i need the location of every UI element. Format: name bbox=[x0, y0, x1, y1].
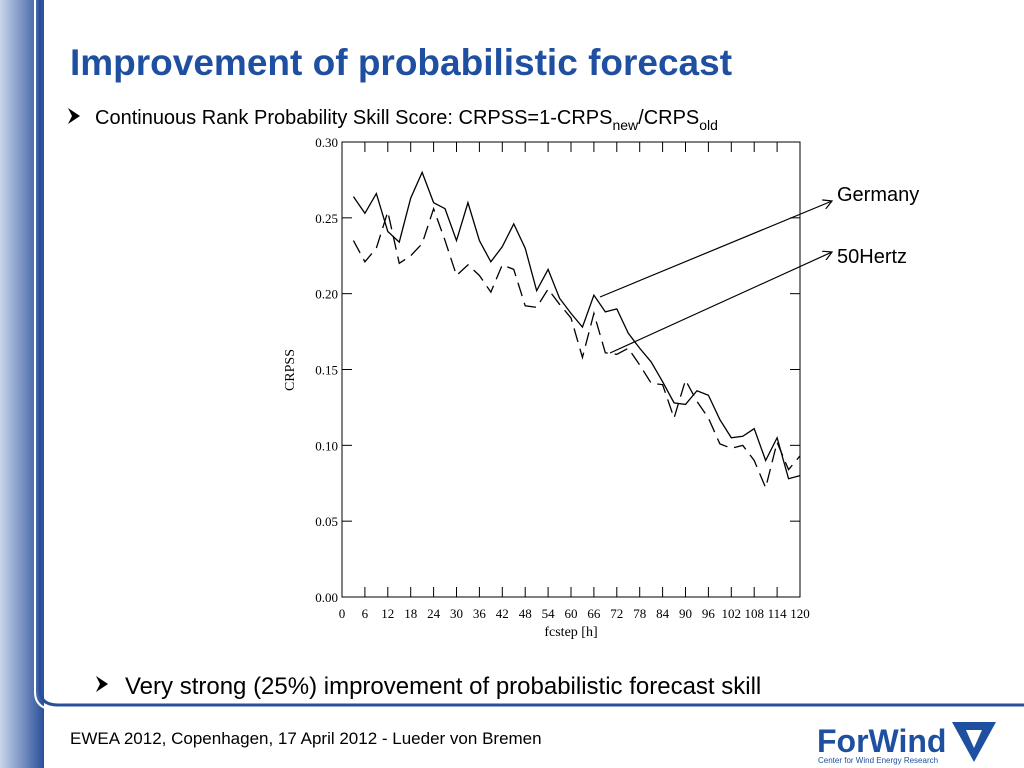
logo-name: ForWind bbox=[817, 723, 946, 759]
plot-frame bbox=[341, 141, 801, 598]
footer: EWEA 2012, Copenhagen, 17 April 2012 - L… bbox=[70, 729, 542, 748]
series-line bbox=[352, 170, 801, 480]
x-tick-label: 96 bbox=[702, 606, 716, 621]
y-tick-label: 0.20 bbox=[315, 287, 338, 302]
y-tick-label: 0.10 bbox=[315, 438, 338, 453]
frame-line bbox=[38, 0, 1024, 707]
y-tick-label: 0.00 bbox=[315, 590, 338, 605]
x-tick-label: 24 bbox=[427, 606, 441, 621]
x-tick-label: 66 bbox=[587, 606, 601, 621]
logo-icon-inner bbox=[966, 730, 982, 748]
x-tick-label: 108 bbox=[744, 606, 764, 621]
bullet-part: Continuous Rank Probability Skill Score:… bbox=[95, 107, 612, 129]
x-axis-label: fcstep [h] bbox=[544, 625, 597, 640]
bullet-part: /CRPS bbox=[638, 107, 699, 129]
y-axis-label: CRPSS bbox=[283, 349, 298, 391]
x-tick-label: 6 bbox=[362, 606, 369, 621]
subscript: old bbox=[699, 117, 718, 133]
x-tick-label: 0 bbox=[339, 606, 346, 621]
x-tick-label: 102 bbox=[722, 606, 742, 621]
x-tick-label: 84 bbox=[656, 606, 670, 621]
x-tick-label: 36 bbox=[473, 606, 487, 621]
x-tick-label: 30 bbox=[450, 606, 463, 621]
bullet-text: Very strong (25%) improvement of probabi… bbox=[125, 673, 761, 700]
y-tick-label: 0.15 bbox=[315, 363, 338, 378]
y-tick-label: 0.30 bbox=[315, 135, 338, 150]
annotation-arrow bbox=[609, 252, 832, 354]
bullet-text: Continuous Rank Probability Skill Score:… bbox=[95, 107, 718, 133]
x-tick-label: 90 bbox=[679, 606, 692, 621]
bullet-marker bbox=[68, 108, 80, 124]
y-tick-label: 0.05 bbox=[315, 514, 338, 529]
x-tick-label: 18 bbox=[404, 606, 417, 621]
series-label: Germany bbox=[837, 184, 919, 206]
x-tick-label: 48 bbox=[519, 606, 532, 621]
bullet-marker bbox=[96, 676, 108, 692]
x-tick-label: 72 bbox=[610, 606, 623, 621]
x-tick-label: 12 bbox=[381, 606, 394, 621]
x-tick-label: 78 bbox=[633, 606, 646, 621]
annotation-arrow bbox=[599, 201, 832, 298]
subscript: new bbox=[612, 117, 639, 133]
series-label: 50Hertz bbox=[837, 246, 907, 268]
logo-tagline: Center for Wind Energy Research bbox=[818, 756, 938, 765]
y-tick-label: 0.25 bbox=[315, 211, 338, 226]
side-band bbox=[0, 0, 44, 768]
x-tick-label: 42 bbox=[496, 606, 509, 621]
x-tick-label: 54 bbox=[542, 606, 556, 621]
slide-title: Improvement of probabilistic forecast bbox=[70, 42, 732, 83]
x-tick-label: 120 bbox=[790, 606, 810, 621]
frame-line-inner bbox=[34, 0, 1024, 711]
x-tick-label: 114 bbox=[768, 606, 788, 621]
x-tick-label: 60 bbox=[565, 606, 578, 621]
series-line bbox=[352, 206, 801, 490]
